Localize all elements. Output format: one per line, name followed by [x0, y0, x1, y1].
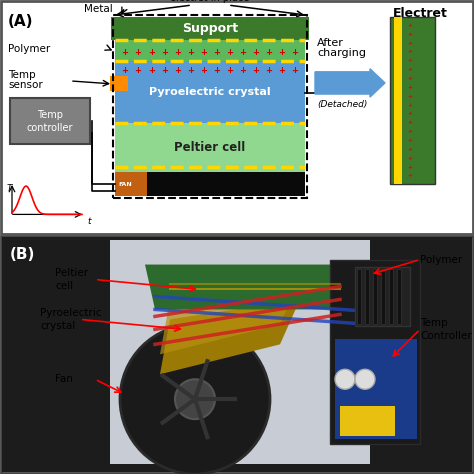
Text: +: +	[407, 76, 413, 81]
Text: +: +	[174, 48, 181, 57]
Text: +: +	[161, 48, 168, 57]
Bar	[10, 98, 90, 144]
Bar	[340, 406, 395, 436]
Text: Pyroelectric
crystal: Pyroelectric crystal	[40, 308, 101, 330]
Text: +: +	[265, 66, 273, 75]
Bar	[115, 123, 305, 172]
Text: Pyroelectric crystal: Pyroelectric crystal	[149, 87, 271, 97]
Bar	[115, 61, 305, 123]
Text: +: +	[407, 129, 413, 134]
Circle shape	[355, 369, 375, 389]
Text: +: +	[407, 164, 413, 170]
Polygon shape	[160, 300, 300, 374]
Text: +: +	[407, 147, 413, 152]
Text: +: +	[407, 102, 413, 108]
Text: +: +	[174, 66, 181, 75]
Circle shape	[335, 369, 355, 389]
Text: (Detached): (Detached)	[317, 100, 367, 109]
Text: +: +	[187, 66, 194, 75]
Bar	[113, 15, 307, 198]
Text: +: +	[161, 66, 168, 75]
Text: +: +	[407, 156, 413, 161]
Text: +: +	[239, 48, 246, 57]
Text: (A): (A)	[8, 14, 34, 29]
Circle shape	[120, 324, 270, 474]
Text: electret in place: electret in place	[170, 0, 250, 3]
Text: +: +	[226, 66, 233, 75]
Polygon shape	[145, 264, 360, 310]
Text: FAN: FAN	[118, 182, 132, 187]
Bar	[390, 17, 435, 184]
Text: +: +	[148, 48, 155, 57]
Bar	[111, 17, 309, 40]
Text: t: t	[87, 218, 91, 227]
Text: +: +	[407, 173, 413, 179]
Bar	[110, 76, 128, 91]
Text: +: +	[265, 48, 273, 57]
Text: Support: Support	[182, 22, 238, 36]
Bar	[373, 269, 377, 324]
Bar	[355, 266, 410, 327]
Bar	[335, 339, 417, 439]
Text: +: +	[135, 48, 142, 57]
Text: +: +	[200, 66, 207, 75]
Circle shape	[175, 379, 215, 419]
Text: +: +	[121, 66, 128, 75]
Text: +: +	[252, 66, 259, 75]
Text: Polymer: Polymer	[8, 44, 50, 54]
Text: +: +	[292, 48, 299, 57]
Text: +: +	[407, 49, 413, 55]
Text: (B): (B)	[10, 246, 36, 262]
Text: +: +	[407, 94, 413, 99]
Text: +: +	[213, 48, 220, 57]
Text: +: +	[407, 67, 413, 72]
Bar	[365, 269, 369, 324]
Text: Peltier
cell: Peltier cell	[55, 268, 88, 291]
Text: Electret: Electret	[392, 7, 447, 20]
Text: +: +	[252, 48, 259, 57]
Text: Temp
controller: Temp controller	[27, 110, 73, 133]
Bar	[110, 240, 370, 464]
Text: sensor: sensor	[8, 80, 43, 90]
Text: Temp
Controller: Temp Controller	[420, 318, 472, 341]
Text: charging: charging	[317, 48, 366, 58]
Bar	[394, 17, 402, 184]
Text: +: +	[278, 66, 285, 75]
Text: After: After	[317, 37, 344, 47]
Text: Temp: Temp	[8, 70, 36, 80]
Text: +: +	[407, 23, 413, 28]
Text: +: +	[148, 66, 155, 75]
Text: +: +	[407, 138, 413, 143]
Text: +: +	[407, 32, 413, 36]
Bar	[381, 269, 385, 324]
Text: +: +	[407, 85, 413, 90]
FancyArrow shape	[315, 69, 385, 97]
Text: +: +	[200, 48, 207, 57]
Text: T: T	[7, 183, 12, 192]
Text: Metal: Metal	[84, 4, 113, 14]
Text: +: +	[135, 66, 142, 75]
Text: Peltier cell: Peltier cell	[174, 141, 246, 154]
Text: +: +	[121, 48, 128, 57]
Text: Polymer: Polymer	[420, 255, 462, 264]
Text: +: +	[407, 40, 413, 46]
Bar	[115, 172, 305, 196]
Polygon shape	[160, 280, 300, 355]
Text: +: +	[407, 58, 413, 63]
Text: Fan: Fan	[55, 374, 73, 384]
Bar	[397, 269, 401, 324]
Bar	[115, 40, 305, 61]
Text: +: +	[187, 48, 194, 57]
Bar	[357, 269, 361, 324]
Text: +: +	[213, 66, 220, 75]
Text: +: +	[226, 48, 233, 57]
Text: +: +	[407, 120, 413, 125]
Bar	[330, 260, 420, 444]
Bar	[115, 172, 147, 196]
Text: +: +	[407, 111, 413, 117]
Text: +: +	[278, 48, 285, 57]
Bar	[389, 269, 393, 324]
Text: +: +	[292, 66, 299, 75]
Text: +: +	[239, 66, 246, 75]
